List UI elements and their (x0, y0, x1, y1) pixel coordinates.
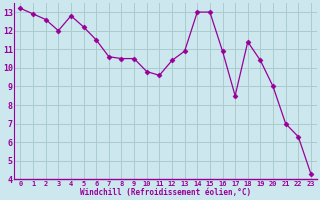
X-axis label: Windchill (Refroidissement éolien,°C): Windchill (Refroidissement éolien,°C) (80, 188, 251, 197)
